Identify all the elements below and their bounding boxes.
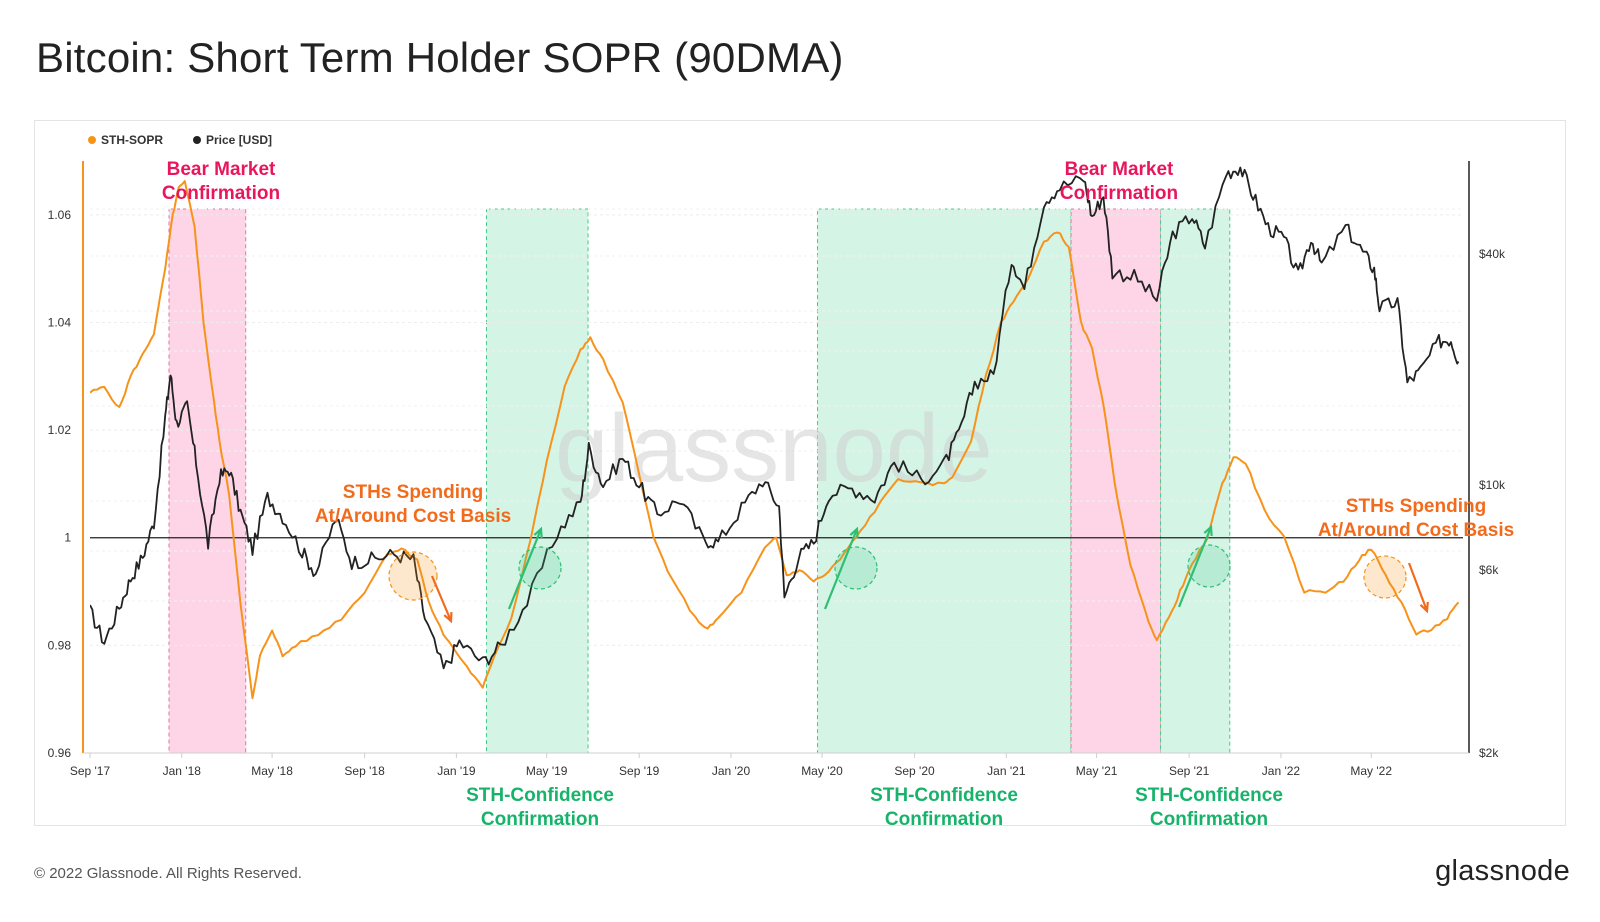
x-tick-label: May '20 <box>801 764 843 778</box>
legend-label-2: Price [USD] <box>206 133 272 147</box>
x-tick-label: Sep '19 <box>619 764 660 778</box>
highlight-band-bear-4 <box>1070 208 1162 754</box>
y-right-tick-label: $10k <box>1479 478 1506 492</box>
brand-logo: glassnode <box>1435 855 1570 887</box>
confidence-arrow-2-shaft <box>823 528 859 610</box>
y-right-tick-label: $40k <box>1479 247 1506 261</box>
bear-market-label-2: Bear Market Confirmation <box>1060 159 1178 204</box>
cost-basis-label-2: STHs Spending At/Around Cost Basis <box>1318 496 1514 541</box>
chart-svg: glassnode 0.96 0.98 1 1.02 1.04 1.06 $2k $6k $10… <box>48 133 1515 827</box>
x-tick-label: May '22 <box>1350 764 1392 778</box>
chart-title: Bitcoin: Short Term Holder SOPR (90DMA) <box>36 34 844 81</box>
legend-marker-2 <box>193 136 201 144</box>
cost-basis-arrow-1-head <box>443 611 453 624</box>
x-tick-label: Jan '18 <box>163 764 202 778</box>
bear-market-label-1: Bear Market Confirmation <box>162 159 280 204</box>
x-tick-label: Jan '22 <box>1262 764 1301 778</box>
highlight-band-confidence-3 <box>817 208 1072 754</box>
highlight-band-confidence-2 <box>485 208 589 754</box>
chart-frame: glassnode 0.96 0.98 1 1.02 1.04 1.06 $2k $6k $10… <box>34 120 1566 827</box>
cost-basis-label-1: STHs Spending At/Around Cost Basis <box>315 482 511 527</box>
y-left-tick-label: 1 <box>64 531 71 545</box>
cost-basis-arrow-2-head <box>1419 601 1429 614</box>
x-tick-label: Jan '19 <box>437 764 476 778</box>
highlight-band-confidence-5 <box>1160 208 1231 754</box>
x-tick-label: May '19 <box>526 764 568 778</box>
x-tick-label: Jan '20 <box>712 764 751 778</box>
confidence-arrow-3-head <box>1203 524 1213 537</box>
y-left-tick-label: 0.98 <box>48 638 72 652</box>
confidence-arrow-2-head <box>849 526 859 539</box>
legend-marker-1 <box>88 136 96 144</box>
y-right-tick-label: $6k <box>1479 563 1499 577</box>
confidence-label-2: STH-Confidence Confirmation <box>870 785 1018 827</box>
confidence-arrow-1 <box>507 526 543 610</box>
y-left-tick-label: 0.96 <box>48 746 72 760</box>
cost-basis-circle-1 <box>388 551 438 601</box>
series-line-price <box>90 166 1460 670</box>
legend-label-1: STH-SOPR <box>101 133 163 147</box>
x-tick-label: Sep '20 <box>894 764 935 778</box>
x-tick-label: Sep '21 <box>1169 764 1210 778</box>
y-right-tick-label: $2k <box>1479 746 1499 760</box>
y-left-tick-label: 1.02 <box>48 423 72 437</box>
confidence-arrow-1-shaft <box>507 528 543 610</box>
y-left-tick-label: 1.06 <box>48 208 72 222</box>
confidence-arrow-3-shaft <box>1177 526 1213 608</box>
series-line-sth-sopr <box>90 180 1460 700</box>
x-tick-label: Sep '18 <box>344 764 385 778</box>
confidence-label-1: STH-Confidence Confirmation <box>466 785 614 827</box>
x-tick-label: Jan '21 <box>987 764 1026 778</box>
confidence-arrow-3 <box>1177 524 1213 608</box>
confidence-label-3: STH-Confidence Confirmation <box>1135 785 1283 827</box>
highlight-band-bear-1 <box>168 208 247 754</box>
x-tick-label: May '21 <box>1076 764 1118 778</box>
x-tick-label: May '18 <box>251 764 293 778</box>
x-tick-label: Sep '17 <box>70 764 111 778</box>
cost-basis-arrow-1 <box>430 575 453 624</box>
copyright-text: © 2022 Glassnode. All Rights Reserved. <box>34 865 302 882</box>
y-left-tick-label: 1.04 <box>48 315 72 329</box>
watermark-text: glassnode <box>555 395 993 502</box>
confidence-arrow-1-head <box>533 526 543 539</box>
cost-basis-arrow-2 <box>1407 562 1429 614</box>
cost-basis-arrow-1-shaft <box>430 575 453 622</box>
cost-basis-arrow-2-shaft <box>1407 562 1429 612</box>
confidence-arrow-2 <box>823 526 859 610</box>
cost-basis-circle-2 <box>1363 555 1407 599</box>
